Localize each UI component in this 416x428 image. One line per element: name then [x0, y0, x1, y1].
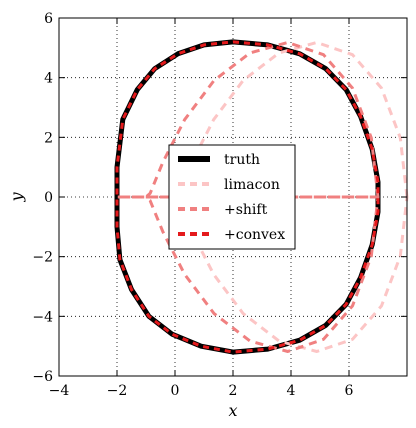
- legend-label: +convex: [224, 227, 285, 243]
- x-tick-label: 6: [345, 383, 354, 399]
- x-tick-label: 2: [229, 383, 238, 399]
- series-limacon-line: [173, 41, 409, 353]
- x-tick-label: −4: [49, 383, 70, 399]
- legend: truth limacon +shift +convex: [168, 144, 296, 250]
- series-convex-line: [115, 40, 380, 354]
- y-tick-label: 2: [44, 130, 53, 146]
- legend-label: limacon: [224, 177, 280, 193]
- series-shift-line: [115, 41, 380, 353]
- plot-curves: [114, 39, 409, 355]
- legend-label: +shift: [224, 202, 268, 218]
- x-tick-label: 4: [287, 383, 296, 399]
- y-axis-label: y: [7, 192, 26, 203]
- y-tick-label: −6: [32, 369, 53, 385]
- x-tick-label: −2: [107, 383, 128, 399]
- axis-ticks: [58, 17, 407, 377]
- y-tick-label: −4: [32, 309, 53, 325]
- x-tick-label: 0: [171, 383, 180, 399]
- x-axis-label: x: [228, 401, 237, 420]
- y-tick-label: −2: [32, 250, 53, 266]
- y-tick-label: 0: [44, 190, 53, 206]
- legend-label: truth: [224, 152, 260, 168]
- y-tick-label: 6: [44, 11, 53, 27]
- y-tick-label: 4: [44, 71, 53, 87]
- legend-box: [168, 144, 296, 250]
